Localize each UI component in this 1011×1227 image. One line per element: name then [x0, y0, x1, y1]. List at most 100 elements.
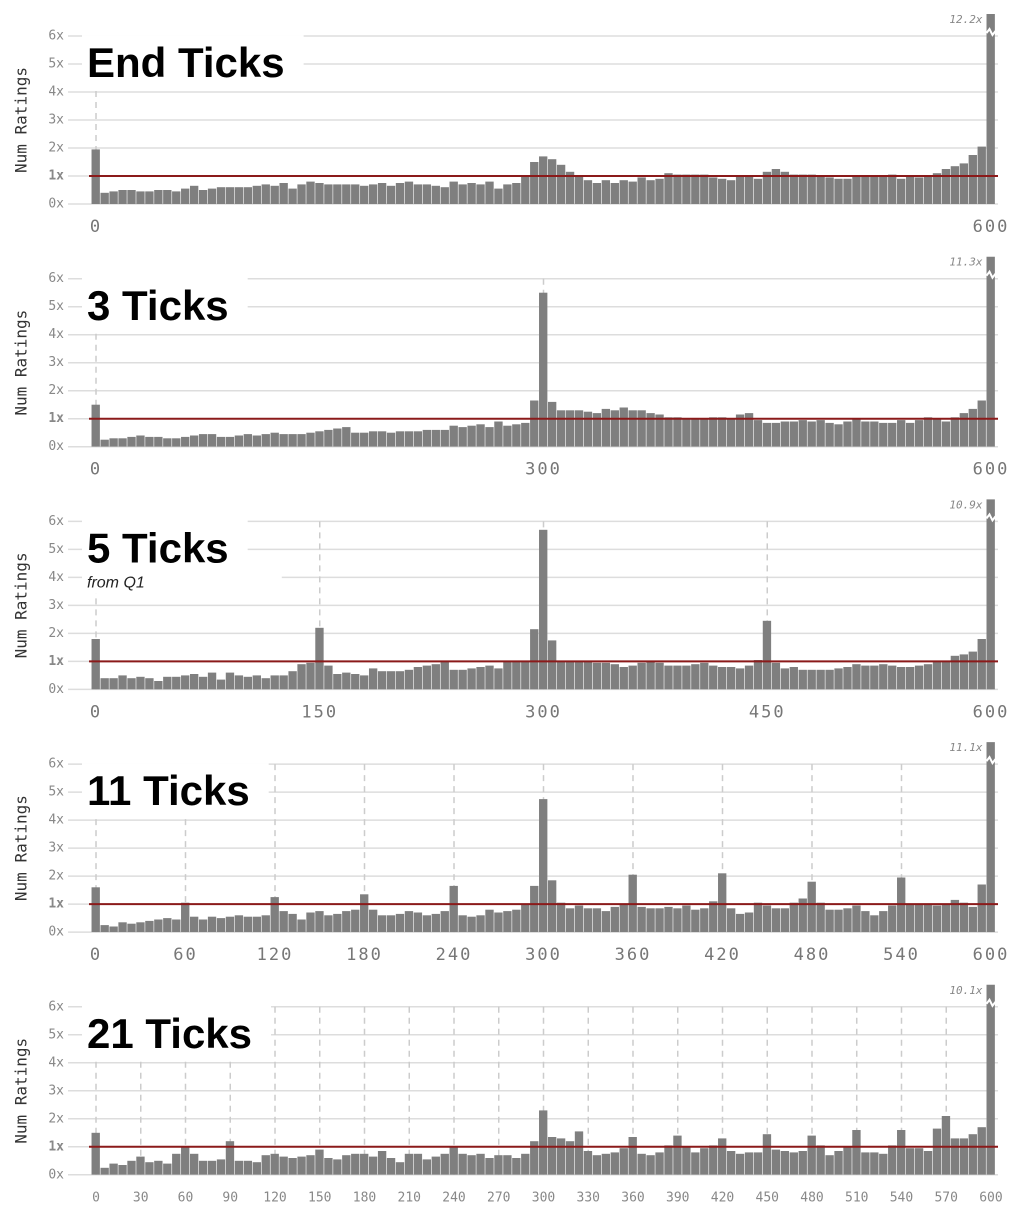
- y-tick-label: 4x: [48, 1055, 64, 1070]
- x-tick-label: 90: [222, 1190, 238, 1205]
- bar: [449, 425, 458, 447]
- bar: [261, 678, 270, 690]
- bar: [494, 668, 503, 690]
- y-tick-label: 0x: [48, 1167, 64, 1182]
- bar: [225, 187, 235, 204]
- bar: [91, 404, 100, 447]
- bar: [843, 1146, 852, 1175]
- bar: [825, 669, 834, 690]
- title-background: [82, 520, 248, 576]
- bar: [780, 421, 790, 447]
- bar: [216, 436, 226, 447]
- bar: [297, 434, 306, 447]
- bar: [744, 912, 754, 933]
- bar: [386, 915, 396, 933]
- bar: [852, 1130, 861, 1175]
- title-background: [82, 763, 269, 819]
- bar: [735, 913, 745, 933]
- bar: [216, 918, 226, 933]
- bar: [422, 1159, 432, 1175]
- bar: [342, 1155, 351, 1175]
- bar: [136, 922, 145, 933]
- bar: [127, 190, 136, 204]
- bar: [225, 916, 235, 933]
- bar: [503, 661, 512, 690]
- bar: [404, 181, 414, 204]
- bar: [664, 906, 673, 933]
- bar: [673, 417, 682, 447]
- x-tick-label: 450: [756, 1190, 779, 1205]
- bar: [234, 435, 244, 447]
- bar: [771, 422, 781, 447]
- y-tick-label: 2x: [48, 383, 64, 398]
- bar: [261, 1155, 270, 1175]
- bar: [816, 420, 825, 447]
- bar: [368, 1156, 378, 1175]
- bar: [154, 681, 163, 690]
- bar: [494, 188, 503, 204]
- bar: [789, 1152, 798, 1175]
- bar: [458, 184, 467, 204]
- bar: [145, 436, 154, 447]
- bar: [154, 436, 163, 447]
- bar: [807, 174, 816, 204]
- bar: [476, 667, 485, 690]
- bar: [395, 431, 405, 447]
- bar: [932, 905, 942, 933]
- bar: [914, 1148, 924, 1175]
- bar: [252, 185, 261, 204]
- bar: [297, 184, 306, 204]
- bar: [619, 904, 628, 933]
- x-tick-label: 360: [615, 945, 652, 965]
- bar: [404, 431, 414, 447]
- panel: 0x 1x 2x 3x 4x 5x 6x 0 60 120 180 240 300 360 420 480 54…: [12, 741, 1008, 965]
- bar: [315, 183, 324, 204]
- bar: [834, 178, 843, 204]
- bar: [360, 432, 369, 447]
- bar: [834, 668, 843, 690]
- bar: [601, 662, 611, 690]
- bar: [145, 1162, 154, 1175]
- bar: [342, 911, 351, 933]
- bar: [709, 1145, 718, 1175]
- bar: [583, 908, 593, 933]
- bar: [360, 1153, 369, 1175]
- bar: [744, 176, 754, 204]
- bar: [91, 887, 100, 933]
- bar: [476, 184, 485, 204]
- bar: [377, 915, 387, 933]
- y-tick-label: 6x: [48, 757, 64, 772]
- bar: [315, 431, 324, 447]
- bar: [735, 668, 745, 690]
- bar: [395, 671, 405, 690]
- x-tick-label: 600: [973, 217, 1010, 237]
- y-tick-label: 4x: [48, 85, 64, 100]
- bar: [422, 915, 432, 933]
- break-mark: [985, 27, 997, 37]
- bar: [512, 1158, 521, 1175]
- bar: [807, 881, 816, 933]
- bar: [574, 1131, 584, 1175]
- bar: [243, 187, 253, 204]
- bar: [288, 671, 297, 690]
- bar: [959, 163, 969, 204]
- bar: [816, 902, 825, 933]
- bar: [646, 908, 655, 933]
- bar: [771, 1149, 781, 1175]
- bar: [539, 292, 548, 447]
- bar: [467, 425, 476, 447]
- bar: [530, 885, 539, 933]
- bar: [449, 669, 458, 690]
- bar: [216, 1159, 226, 1175]
- value-label: 11.3x: [949, 256, 982, 269]
- bar: [306, 662, 315, 690]
- bar: [726, 418, 736, 447]
- bar: [825, 177, 834, 204]
- bar: [467, 916, 476, 933]
- bar: [879, 1153, 888, 1175]
- break-mark: [985, 755, 997, 766]
- bar: [843, 908, 852, 933]
- bar: [932, 418, 942, 447]
- bar: [798, 669, 807, 690]
- bar: [539, 1110, 548, 1175]
